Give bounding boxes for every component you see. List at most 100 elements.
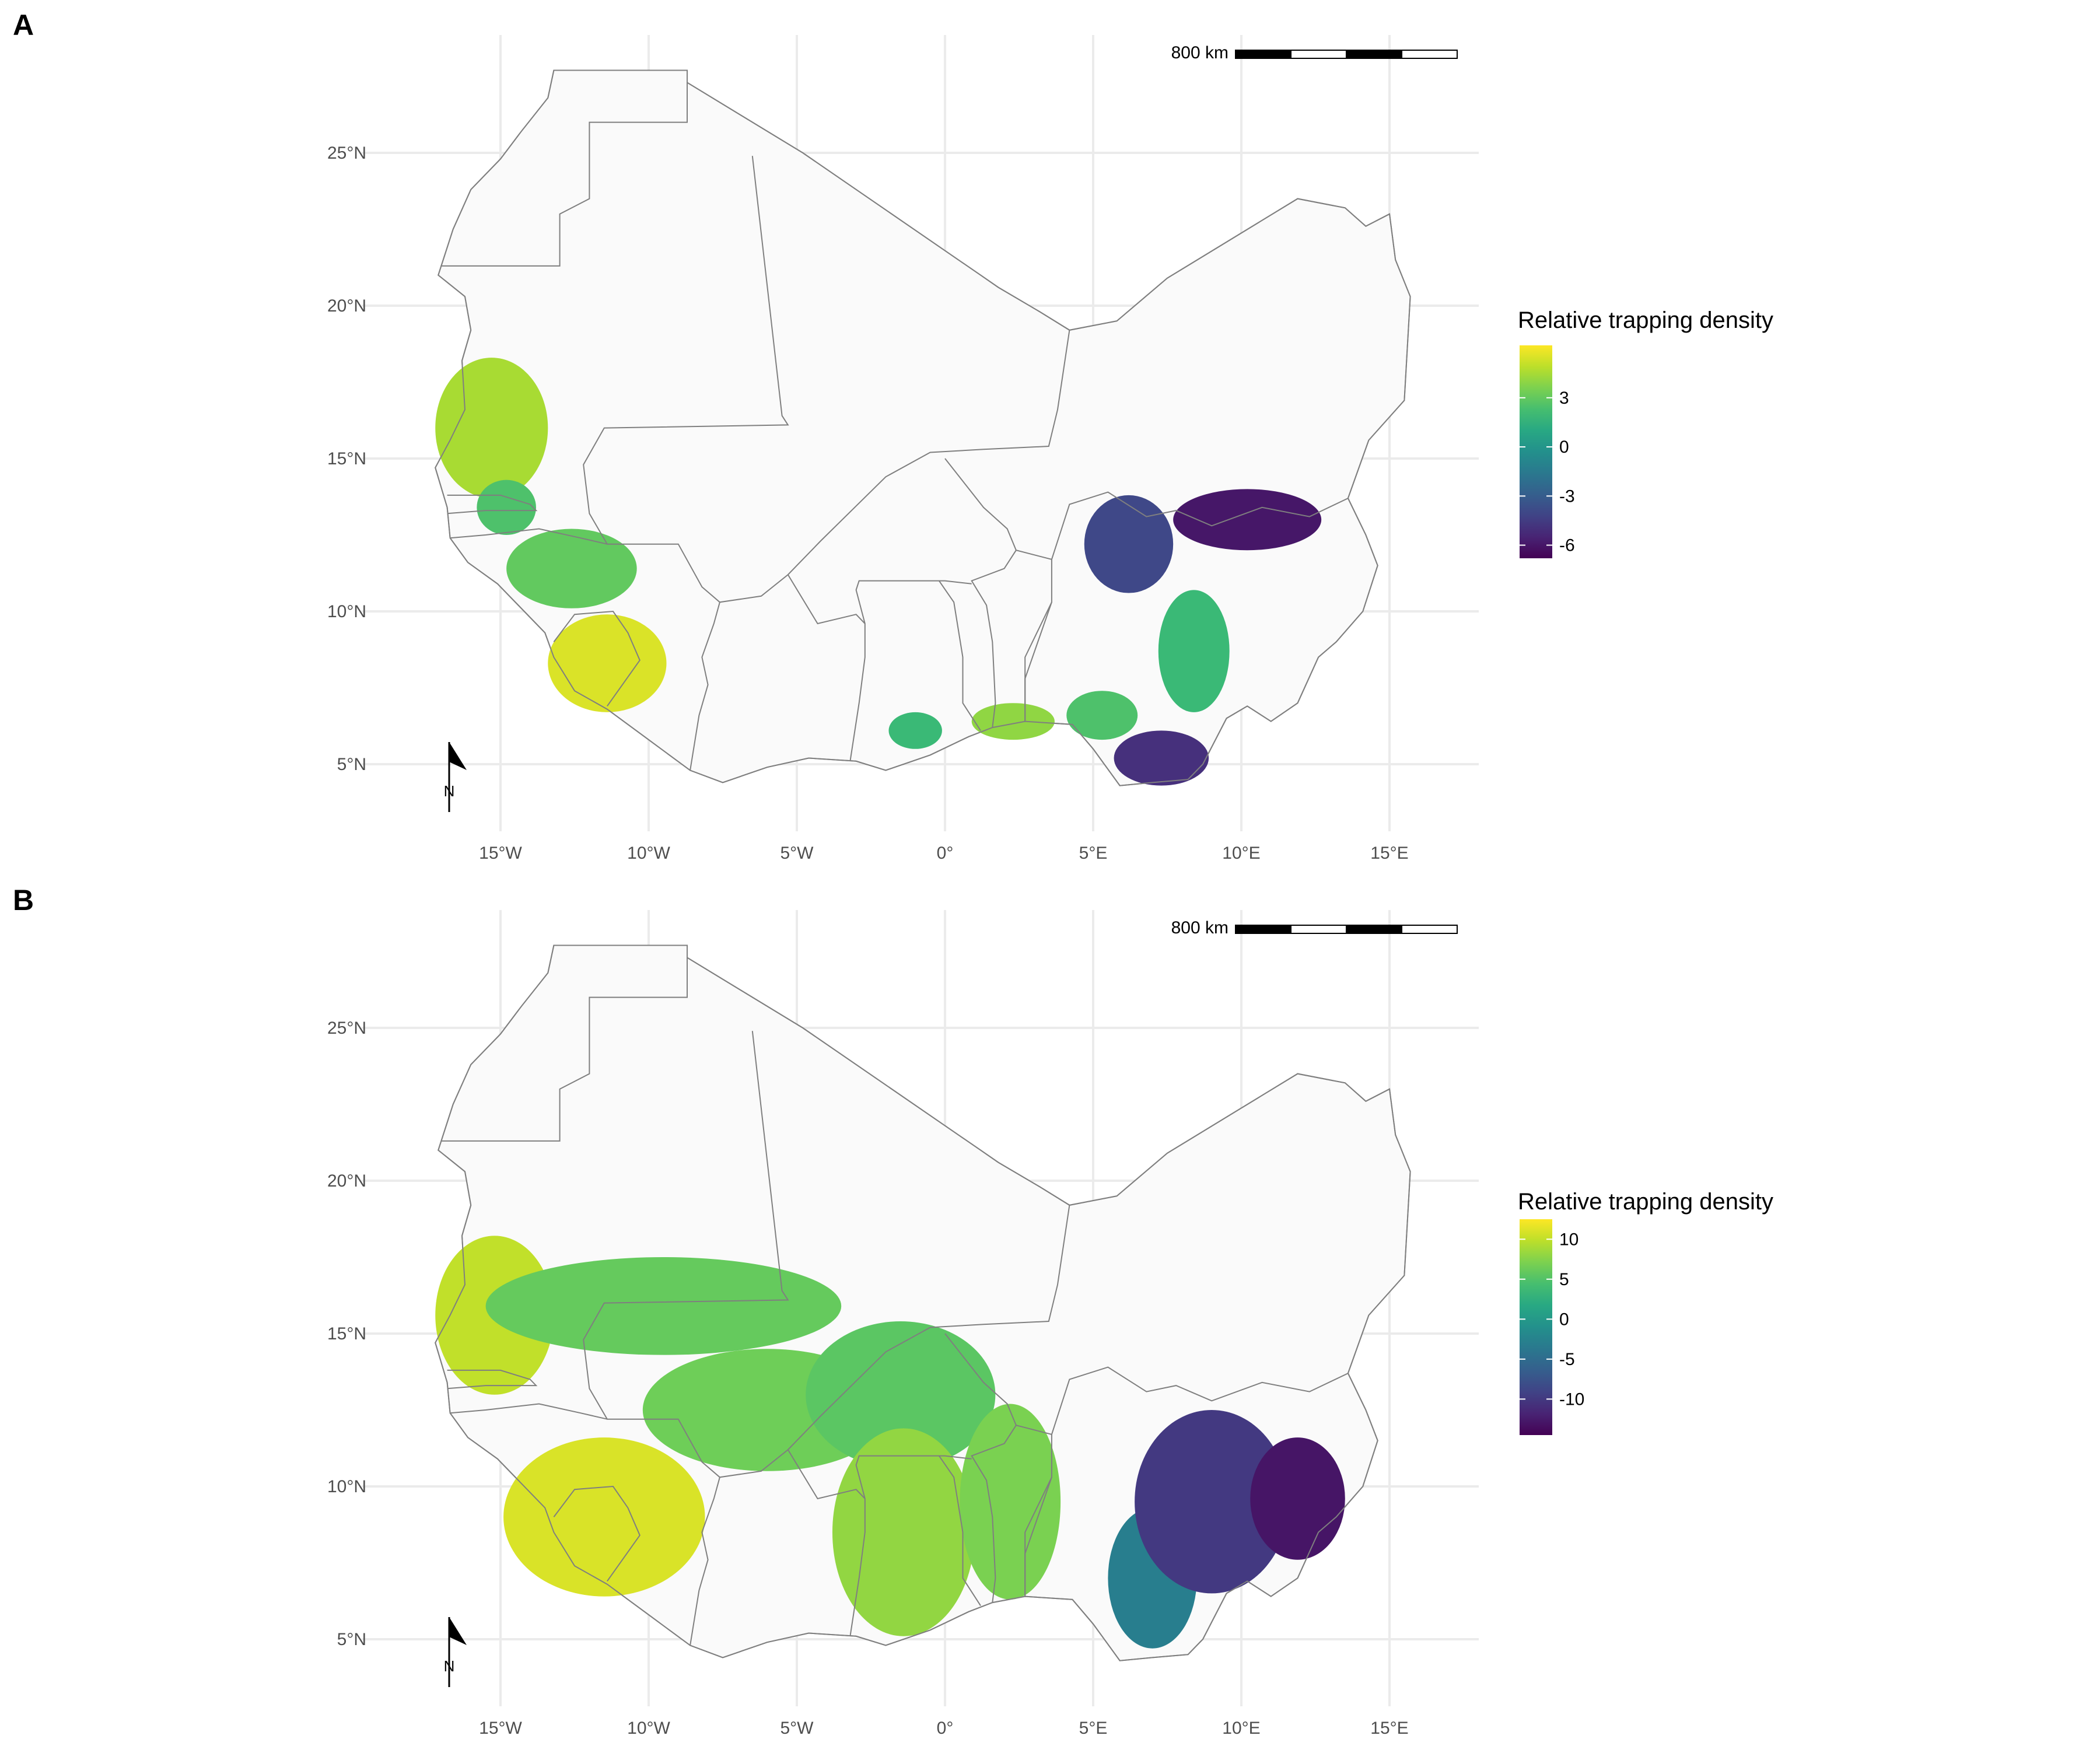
density-patch xyxy=(506,529,637,608)
country-borders xyxy=(441,82,1349,771)
country-border xyxy=(1051,1366,1349,1435)
density-patch xyxy=(1084,495,1174,593)
density-patch xyxy=(1114,730,1209,786)
legend-title: Relative trapping density xyxy=(1518,1189,1773,1215)
north-label: N xyxy=(444,1657,455,1675)
coastline xyxy=(435,944,1411,1661)
country-border xyxy=(441,82,688,267)
scale-bar-label: 800 km xyxy=(1171,43,1228,62)
density-patch xyxy=(477,480,536,536)
x-tick-label: 0° xyxy=(937,844,954,863)
legend-tick-label: -6 xyxy=(1559,536,1575,555)
country-border xyxy=(787,574,866,625)
legend-tick-label: 0 xyxy=(1559,1310,1569,1329)
density-patch xyxy=(888,712,942,749)
density-patch xyxy=(960,1404,1061,1600)
density-patch xyxy=(806,1321,996,1468)
country-border xyxy=(553,1485,640,1581)
legend-tick-label: -3 xyxy=(1559,487,1575,506)
panel-label: B xyxy=(13,884,34,916)
density-patch xyxy=(1173,489,1322,551)
legend-tick-label: 5 xyxy=(1559,1270,1569,1289)
scale-bar-segment xyxy=(1290,50,1347,59)
legend: Relative trapping density 10 5 0 -5 -10 xyxy=(1518,1189,1773,1435)
country-border xyxy=(938,1455,981,1606)
scale-bar-segment xyxy=(1290,925,1347,934)
legend-tick-label: -5 xyxy=(1559,1350,1575,1369)
x-tick-label: 10°E xyxy=(1222,1719,1260,1738)
country-border xyxy=(690,602,720,771)
x-tick-label: 0° xyxy=(937,1719,954,1738)
scale-bar-segment xyxy=(1235,925,1292,934)
panel-label: A xyxy=(13,9,34,41)
density-patch xyxy=(548,614,667,712)
country-borders xyxy=(441,957,1349,1646)
country-border xyxy=(787,1449,866,1500)
y-tick-label: 5°N xyxy=(337,1630,366,1649)
x-tick-label: 15°E xyxy=(1370,1719,1408,1738)
density-patch xyxy=(971,703,1055,740)
scale-bar: 800 km xyxy=(1171,43,1458,62)
axis-labels: 15°W 10°W 5°W 0° 5°E 10°E 15°E 5°N 10°N 15°N 20°N 2… xyxy=(327,144,1409,863)
country-border xyxy=(849,580,972,761)
legend-colorbar xyxy=(1520,1219,1552,1435)
y-tick-label: 15°N xyxy=(327,1324,366,1343)
north-label: N xyxy=(444,782,455,800)
country-border xyxy=(1024,601,1052,722)
density-layer xyxy=(435,1236,1345,1649)
density-patch xyxy=(1158,590,1230,712)
scale-bar-segment xyxy=(1235,50,1292,59)
density-layer xyxy=(435,358,1322,786)
country-border xyxy=(450,1403,608,1420)
scale-bar: 800 km xyxy=(1171,918,1458,937)
country-border xyxy=(944,1333,1017,1426)
y-tick-label: 25°N xyxy=(327,1019,366,1038)
map-panel-b: 15°W 10°W 5°W 0° 5°E 10°E 15°E 5°N 10°N 15°N 20°N 2… xyxy=(327,910,1773,1738)
legend-tick-label: -10 xyxy=(1559,1390,1584,1409)
density-patch xyxy=(1066,691,1138,740)
density-patch xyxy=(435,358,548,499)
country-border xyxy=(553,610,640,706)
x-tick-label: 15°E xyxy=(1370,844,1408,863)
x-tick-label: 10°W xyxy=(627,1719,670,1738)
scale-bar-segment xyxy=(1401,925,1458,934)
x-tick-label: 10°W xyxy=(627,844,670,863)
y-tick-label: 5°N xyxy=(337,755,366,774)
scale-bar-label: 800 km xyxy=(1171,918,1228,937)
density-patch xyxy=(1250,1437,1345,1560)
legend-tick-label: 3 xyxy=(1559,389,1569,408)
country-border xyxy=(944,458,1017,551)
y-tick-label: 20°N xyxy=(327,1171,366,1191)
country-border xyxy=(441,957,688,1142)
country-border xyxy=(1051,491,1349,560)
y-tick-label: 15°N xyxy=(327,449,366,468)
legend-tick-label: 0 xyxy=(1559,438,1569,457)
country-border xyxy=(971,1425,1052,1603)
axis-labels: 15°W 10°W 5°W 0° 5°E 10°E 15°E 5°N 10°N 15°N 20°N 2… xyxy=(327,1019,1409,1738)
country-border xyxy=(938,580,981,731)
country-border xyxy=(690,1477,720,1646)
country-border xyxy=(450,528,608,545)
x-tick-label: 10°E xyxy=(1222,844,1260,863)
legend-colorbar xyxy=(1520,345,1552,558)
y-tick-label: 25°N xyxy=(327,144,366,163)
legend: Relative trapping density 3 0 -3 -6 xyxy=(1518,307,1773,558)
panel-b: B 15°W 10°W 5°W 0° 5°E 10°E 15°E 5°N 10°N 15°N 20°… xyxy=(0,875,2100,1750)
density-patch xyxy=(503,1437,705,1597)
country-border xyxy=(849,1455,972,1636)
y-tick-label: 20°N xyxy=(327,296,366,316)
map-panel-a: 15°W 10°W 5°W 0° 5°E 10°E 15°E 5°N 10°N 15°N 20°N 2… xyxy=(327,35,1773,863)
x-tick-label: 15°W xyxy=(479,844,522,863)
scale-bar-segment xyxy=(1401,50,1458,59)
x-tick-label: 5°W xyxy=(780,1719,814,1738)
scale-bar-segment xyxy=(1346,925,1402,934)
x-tick-label: 5°E xyxy=(1079,1719,1108,1738)
scale-bar-segment xyxy=(1346,50,1402,59)
panel-a: A 15°W 10°W 5°W 0° 5°E 10°E 15°E 5°N 10°N 15°N 20°… xyxy=(0,0,2100,875)
country-border xyxy=(447,1369,538,1390)
north-arrow-icon: N xyxy=(444,1617,467,1687)
x-tick-label: 15°W xyxy=(479,1719,522,1738)
y-tick-label: 10°N xyxy=(327,602,366,621)
country-border xyxy=(447,494,538,515)
x-tick-label: 5°E xyxy=(1079,844,1108,863)
